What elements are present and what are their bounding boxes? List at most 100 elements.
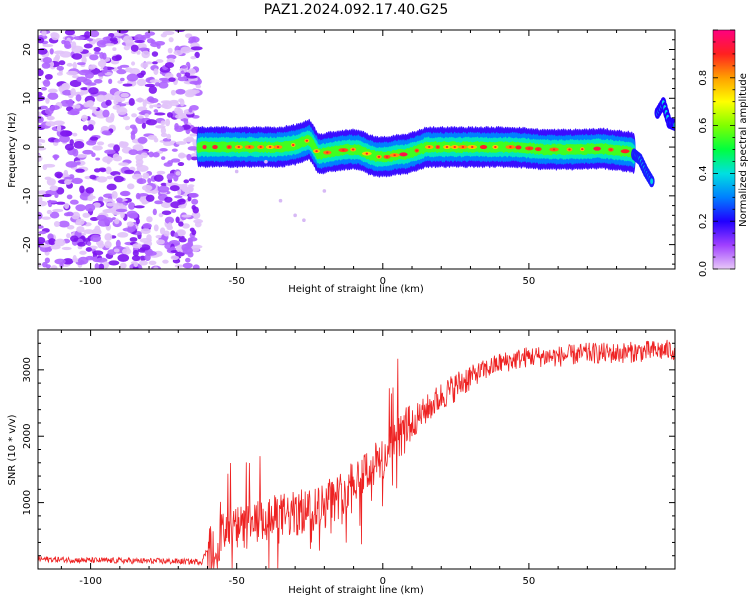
noise-blob xyxy=(94,225,101,234)
noise-blob xyxy=(158,212,164,218)
spectrogram-ytick-label: 10 xyxy=(22,92,33,105)
noise-blob xyxy=(146,234,152,242)
signal-peak-core xyxy=(528,147,531,150)
noise-blob xyxy=(187,146,199,151)
noise-blob xyxy=(161,156,166,161)
noise-blob xyxy=(190,46,203,51)
noise-blob xyxy=(160,182,168,187)
noise-blob xyxy=(80,87,89,91)
noise-blob xyxy=(144,83,155,88)
noise-dot xyxy=(293,213,297,218)
signal-peak-core xyxy=(445,146,449,149)
noise-blob xyxy=(177,76,188,82)
noise-blob xyxy=(64,30,75,36)
noise-blob xyxy=(90,216,99,221)
colorbar-label: Normalized spectral amplitude xyxy=(738,73,749,227)
noise-blob xyxy=(178,221,184,227)
spectrogram-ylabel: Frequency (Hz) xyxy=(7,112,18,188)
noise-blob xyxy=(53,50,65,55)
noise-blob xyxy=(132,249,139,257)
noise-blob xyxy=(70,41,77,50)
noise-blob xyxy=(102,109,110,118)
noise-blob xyxy=(38,91,43,97)
colorbar-tick-label: 0.4 xyxy=(698,165,709,181)
noise-blob xyxy=(162,259,169,264)
noise-blob xyxy=(155,59,164,63)
noise-blob xyxy=(168,77,176,82)
noise-blob xyxy=(154,82,161,87)
signal-peak-core xyxy=(393,154,396,157)
noise-blob xyxy=(66,225,75,230)
noise-blob xyxy=(151,51,159,57)
noise-blob xyxy=(124,169,135,174)
noise-blob xyxy=(97,60,107,68)
noise-blob xyxy=(87,197,93,202)
snr-xtick-label: -100 xyxy=(79,576,102,587)
noise-blob xyxy=(128,98,135,106)
spectrogram-content xyxy=(38,30,675,269)
signal-peak-core xyxy=(227,146,231,149)
noise-blob xyxy=(122,227,134,232)
noise-blob xyxy=(86,140,97,146)
snr-content xyxy=(38,339,675,569)
signal-peak-core xyxy=(623,150,627,153)
signal-peak-core xyxy=(203,146,206,149)
noise-blob xyxy=(96,94,106,102)
snr-ticks: -100 -50 0 50 1000 2000 3000 xyxy=(22,329,676,587)
noise-blob xyxy=(54,258,66,265)
noise-blob xyxy=(53,139,61,143)
signal-peak-core xyxy=(595,147,599,150)
noise-blob xyxy=(38,225,44,229)
noise-blob xyxy=(104,209,111,213)
noise-blob xyxy=(44,257,50,264)
noise-blob xyxy=(76,226,85,233)
noise-blob xyxy=(131,113,137,118)
noise-blob xyxy=(38,196,43,203)
noise-blob xyxy=(67,99,74,107)
noise-blob xyxy=(188,177,196,182)
noise-blob xyxy=(158,81,169,89)
noise-blob xyxy=(133,205,145,209)
signal-peak-core xyxy=(237,146,240,149)
noise-blob xyxy=(141,50,150,59)
noise-blob xyxy=(110,96,117,101)
noise-blob xyxy=(72,132,78,137)
snr-frame xyxy=(37,329,676,570)
noise-blob xyxy=(120,77,125,82)
noise-blob xyxy=(96,141,105,146)
spectrogram-ytick-label: 0 xyxy=(22,144,33,150)
noise-blob xyxy=(88,87,99,95)
noise-blob xyxy=(46,209,53,215)
colorbar-tick-label: 0.8 xyxy=(698,70,709,86)
noise-blob xyxy=(126,183,135,190)
signal-peak-core xyxy=(365,152,369,155)
snr-panel: -100 -50 0 50 1000 2000 3000 Height of straigh… xyxy=(7,329,676,596)
noise-blob xyxy=(100,125,109,132)
colorbar-tick-label: 0.6 xyxy=(698,118,709,134)
noise-blob xyxy=(62,258,74,265)
noise-blob xyxy=(139,244,151,251)
noise-blob xyxy=(190,245,200,252)
noise-blob xyxy=(183,179,190,184)
noise-blob xyxy=(133,261,139,268)
noise-blob xyxy=(74,104,81,109)
noise-blob xyxy=(176,245,182,252)
noise-blob xyxy=(72,148,79,157)
noise-blob xyxy=(184,72,191,77)
noise-blob xyxy=(93,78,103,84)
noise-blob xyxy=(146,250,157,256)
noise-blob xyxy=(160,104,169,109)
noise-blob xyxy=(56,65,64,71)
noise-blob xyxy=(106,175,114,180)
noise-blob xyxy=(38,230,47,235)
noise-blob xyxy=(175,141,187,145)
noise-blob xyxy=(174,122,179,130)
signal-peak-core xyxy=(268,146,272,149)
noise-blob xyxy=(138,47,150,51)
noise-blob xyxy=(142,172,150,179)
noise-blob xyxy=(64,179,72,185)
noise-blob xyxy=(101,130,111,136)
noise-blob xyxy=(116,30,129,34)
noise-blob xyxy=(48,238,56,246)
noise-blob xyxy=(142,99,147,108)
